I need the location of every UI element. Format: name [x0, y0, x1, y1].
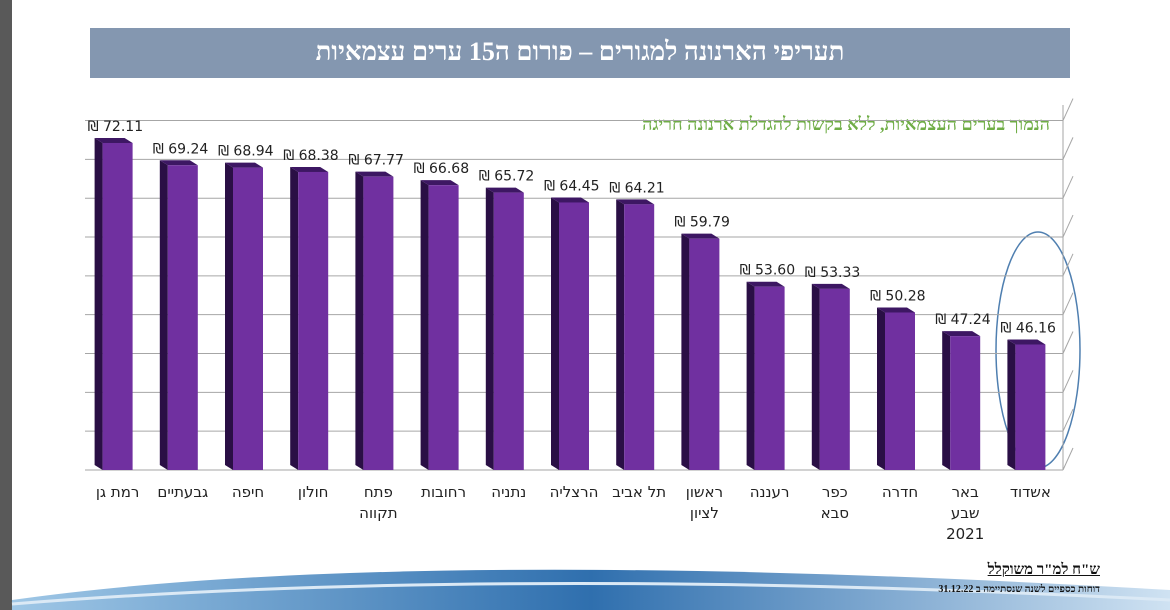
value-label: ₪ 72.11: [88, 119, 144, 135]
bar: [689, 238, 720, 470]
bar-side: [485, 187, 494, 470]
x-tick-label: כפר סבא: [820, 483, 850, 522]
bar-top: [616, 199, 655, 205]
grid-perspective: [1062, 292, 1074, 315]
value-label: ₪ 68.94: [218, 144, 274, 160]
bar-side: [225, 162, 233, 470]
bar-top: [681, 233, 720, 239]
bar: [298, 171, 329, 470]
x-tick-label: חדרה: [881, 483, 919, 501]
x-tick-label: גבעתיים: [157, 483, 209, 501]
chart-title: תעריפי הארנונה למגורים – פורום ה15 ערים …: [316, 37, 845, 66]
bar-side: [877, 307, 885, 470]
bar-top: [355, 171, 394, 177]
value-label: ₪ 67.77: [348, 153, 404, 169]
wave-line: [11, 581, 1170, 606]
bar: [559, 202, 589, 470]
title-banner: [90, 28, 1070, 78]
grid-perspective: [1062, 137, 1074, 160]
bar-top: [159, 160, 198, 166]
bar: [819, 288, 850, 470]
side-band: [0, 0, 12, 610]
bar: [950, 336, 981, 470]
value-label: ₪ 53.33: [805, 265, 861, 281]
chart-subtitle: הנמוך בערים העצמאיות, ללא בקשות להגדלת א…: [642, 114, 1050, 134]
bar-top: [1007, 339, 1046, 345]
x-tick-label: חיפה: [231, 483, 265, 501]
x-tick-label: תל אביב: [612, 483, 667, 501]
x-tick-label: נתניה: [491, 483, 527, 501]
grid-perspective: [1062, 175, 1074, 199]
bar: [363, 176, 394, 470]
bar-top: [746, 281, 785, 287]
bar: [493, 192, 524, 470]
value-label: ₪ 64.45: [544, 178, 600, 194]
bar-top: [420, 180, 459, 186]
value-label: ₪ 69.24: [153, 141, 209, 157]
x-tick-label: אשדוד: [1009, 483, 1051, 501]
bar: [102, 142, 133, 470]
value-label: ₪ 66.68: [414, 161, 470, 177]
value-label: ₪ 64.21: [609, 180, 665, 196]
x-tick-label: רחובות: [421, 483, 467, 501]
bar-side: [159, 160, 168, 470]
bar-side: [551, 197, 559, 470]
value-label: ₪ 65.72: [479, 169, 535, 185]
value-label: ₪ 68.38: [283, 148, 339, 164]
bar-top: [485, 187, 524, 193]
bar-top: [94, 137, 133, 143]
x-tick-label: הרצליה: [549, 483, 599, 501]
grid-perspective: [1062, 253, 1074, 277]
x-tick-label: רעננה: [749, 483, 790, 501]
bar-side: [290, 166, 299, 470]
bar-top: [225, 162, 263, 168]
bar: [167, 165, 198, 470]
x-tick-label: באר שבע 2021: [946, 483, 985, 543]
x-tick-label: חולון: [297, 483, 329, 501]
value-label: ₪ 46.16: [1000, 321, 1056, 337]
bar: [624, 204, 655, 470]
value-label: ₪ 59.79: [674, 215, 730, 231]
bar-side: [811, 283, 820, 470]
bar: [754, 286, 785, 470]
bar-top: [551, 197, 589, 203]
value-label: ₪ 53.60: [740, 263, 796, 279]
x-tick-label: ראשון לציון: [685, 483, 724, 522]
bar: [885, 312, 915, 470]
wave-decoration: [12, 569, 1170, 610]
grid-perspective: [1062, 331, 1074, 354]
bar-side: [616, 199, 625, 470]
grid-perspective: [1062, 447, 1074, 471]
bar: [1015, 344, 1046, 470]
footnote: ש"ח למ"ר משוקלל: [987, 562, 1100, 578]
value-label: ₪ 50.28: [870, 289, 926, 305]
x-tick-label: רמת גן: [95, 483, 140, 501]
bar-top: [877, 307, 915, 313]
grid-perspective: [1062, 214, 1074, 238]
bar-side: [94, 137, 103, 470]
x-tick-label: פתח תקווה: [359, 483, 398, 522]
bar: [428, 185, 459, 470]
grid-perspective: [1062, 370, 1074, 393]
bar-top: [290, 166, 329, 172]
grid-perspective: [1062, 98, 1074, 121]
bar-side: [746, 281, 755, 470]
grid-perspective: [1062, 408, 1074, 432]
source: דוחות כספיים לשנה שנסתיימה ב 31.12.22: [938, 584, 1100, 595]
value-label: ₪ 47.24: [935, 312, 991, 328]
bar-side: [420, 180, 429, 470]
bar-side: [681, 233, 690, 470]
bar-top: [811, 283, 850, 289]
bar-side: [942, 331, 951, 470]
bar: [233, 167, 263, 470]
bar-side: [355, 171, 364, 470]
bar-top: [942, 331, 981, 337]
bar-side: [1007, 339, 1016, 470]
